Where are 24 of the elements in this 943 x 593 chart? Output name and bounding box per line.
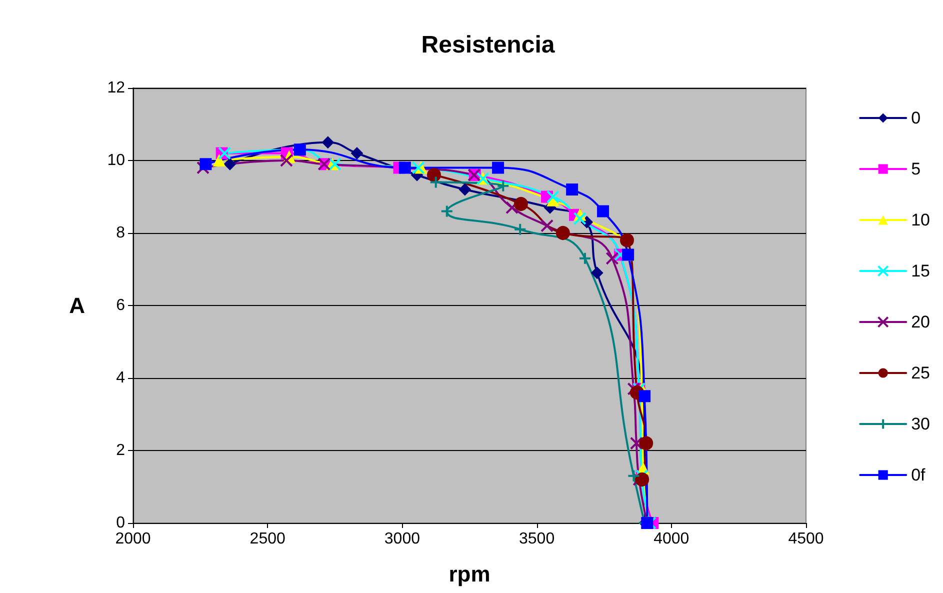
- y-tick-label: 4: [116, 370, 126, 386]
- legend-label: 25: [911, 364, 930, 382]
- legend-label: 0: [911, 108, 921, 128]
- x-tick-label: 2500: [250, 530, 286, 548]
- y-tick-label: 0: [116, 514, 126, 532]
- legend-label: 5: [911, 160, 921, 178]
- legend-label: 30: [911, 414, 930, 434]
- y-tick-label: 10: [107, 152, 126, 169]
- legend-label: 0f: [911, 466, 926, 484]
- x-tick-label: 3000: [384, 530, 420, 548]
- x-tick-label: 3500: [519, 530, 555, 548]
- legend-label: 15: [911, 262, 930, 280]
- y-axis-title: A: [69, 293, 86, 318]
- x-tick-label: 4500: [788, 530, 824, 548]
- legend-label: 10: [911, 210, 930, 230]
- x-tick-label: 4000: [654, 530, 690, 548]
- y-tick-label: 2: [116, 442, 126, 459]
- x-axis-title: rpm: [448, 562, 490, 586]
- y-tick-label: 12: [107, 80, 126, 96]
- chart-title: Resistencia: [421, 32, 556, 58]
- legend-label: 20: [911, 312, 930, 332]
- y-tick-label: 6: [116, 297, 126, 314]
- y-tick-label: 8: [116, 224, 126, 242]
- x-tick-label: 2000: [115, 530, 151, 548]
